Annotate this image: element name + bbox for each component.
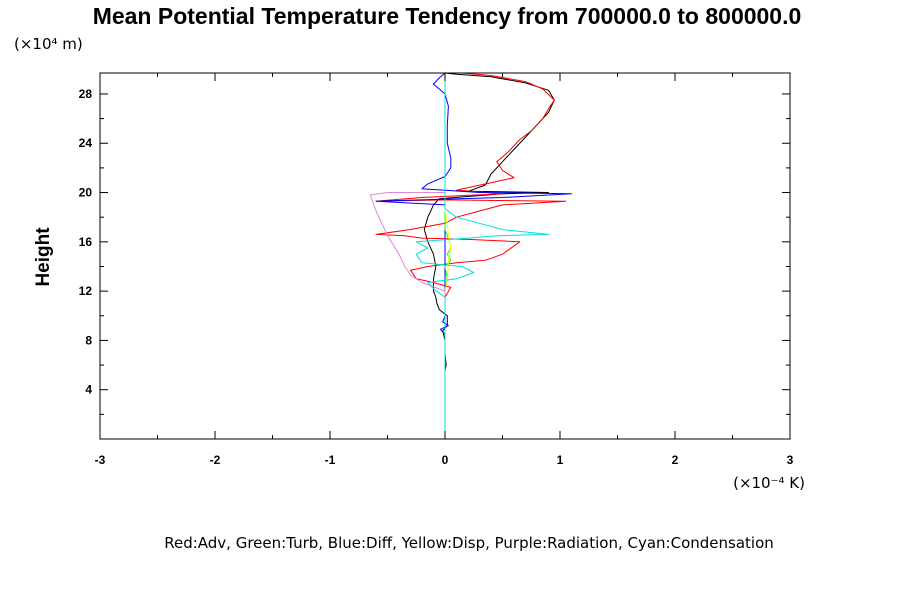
y-unit-label: (×10⁴ m) (14, 35, 83, 53)
y-tick-label: 28 (79, 87, 93, 101)
chart-title: Mean Potential Temperature Tendency from… (93, 3, 802, 29)
y-tick-label: 8 (85, 333, 92, 347)
x-tick-label: 2 (672, 453, 679, 467)
legend-caption: Red:Adv, Green:Turb, Blue:Diff, Yellow:D… (164, 534, 774, 552)
x-tick-label: 3 (787, 453, 794, 467)
series-line-radiation (369, 73, 446, 439)
x-tick-label: -3 (95, 453, 106, 467)
series-line-total (423, 72, 555, 439)
x-tick-label: -2 (210, 453, 221, 467)
series-line-dissipation (444, 73, 452, 439)
series-line-advection (375, 72, 567, 439)
series-line-turbulence (444, 73, 452, 439)
y-tick-label: 20 (79, 186, 93, 200)
x-unit-label: (×10⁻⁴ K) (733, 474, 805, 492)
y-tick-label: 12 (79, 284, 93, 298)
y-axis-label: Height (33, 227, 54, 287)
y-tick-label: 24 (79, 136, 93, 150)
x-tick-label: 0 (442, 453, 449, 467)
x-tick-label: 1 (557, 453, 564, 467)
y-tick-label: 16 (79, 235, 93, 249)
x-tick-label: -1 (325, 453, 336, 467)
plot-frame (99, 72, 791, 440)
series-line-diffusion (375, 72, 572, 439)
y-tick-label: 4 (85, 383, 92, 397)
series-layer (369, 72, 572, 439)
series-line-condensation (415, 73, 549, 439)
